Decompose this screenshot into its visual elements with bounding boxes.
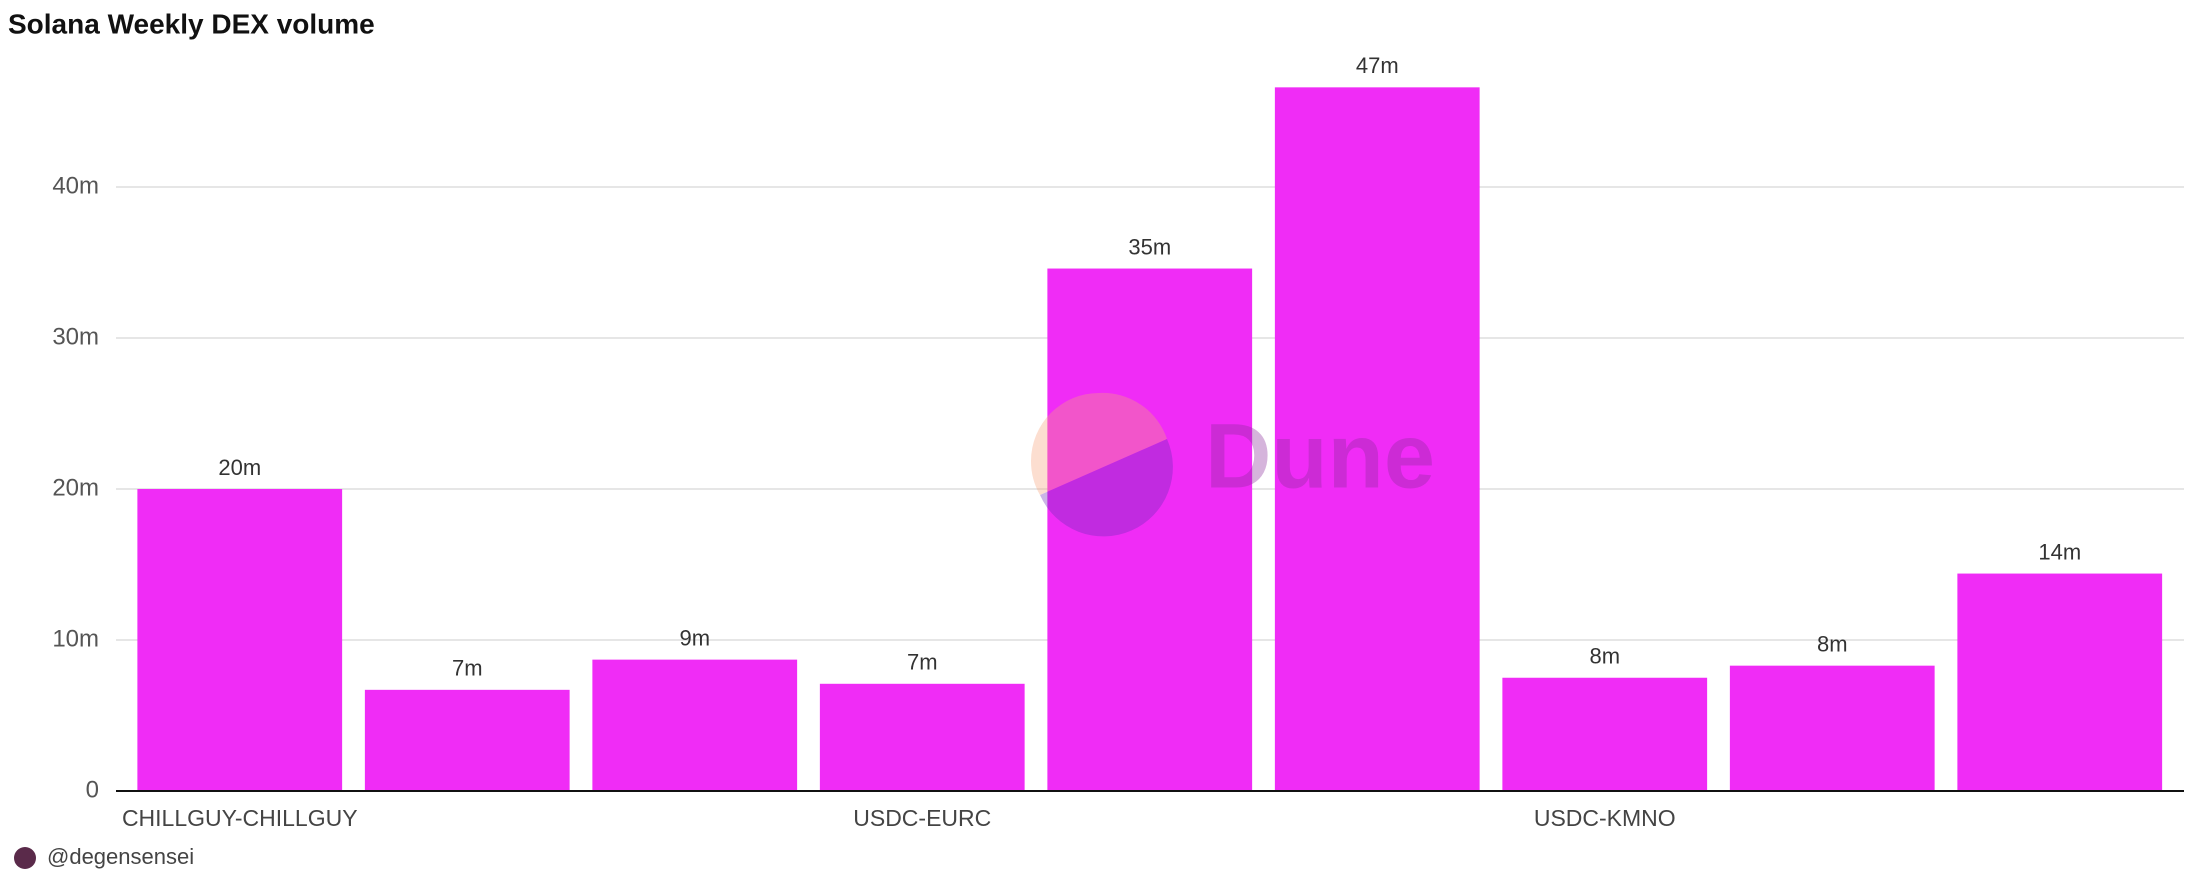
y-tick-label: 40m [52,172,99,199]
bar [1729,665,1935,791]
value-label: 35m [1128,234,1171,259]
value-label: 9m [679,625,710,650]
author: @degensensei [47,844,194,869]
bar [1274,87,1480,792]
watermark-logo [1030,392,1167,495]
y-tick-label: 30m [52,323,99,350]
bar [1047,268,1253,791]
y-tick-label: 20m [52,474,99,501]
x-tick-label: CHILLGUY-CHILLGUY [122,805,358,831]
watermark-logo [1040,439,1173,537]
value-label: 8m [1589,644,1620,669]
value-label: 14m [2038,539,2081,564]
bar [1502,677,1708,791]
bar [592,659,798,791]
value-label: 8m [1817,631,1848,656]
bar [1957,573,2163,791]
author-icon [14,847,36,869]
y-tick-label: 0 [86,776,99,803]
chart-title: Solana Weekly DEX volume [8,8,375,39]
x-tick-label: USDC-EURC [853,805,991,831]
value-label: 7m [452,656,483,681]
value-label: 47m [1356,53,1399,78]
y-tick-label: 10m [52,625,99,652]
bar [364,689,570,791]
value-label: 20m [218,455,261,480]
watermark-text: Dune [1205,405,1435,507]
bar [819,683,1025,791]
x-tick-label: USDC-KMNO [1534,805,1676,831]
value-label: 7m [907,650,938,675]
watermark [1030,392,1173,537]
bar [137,489,343,791]
